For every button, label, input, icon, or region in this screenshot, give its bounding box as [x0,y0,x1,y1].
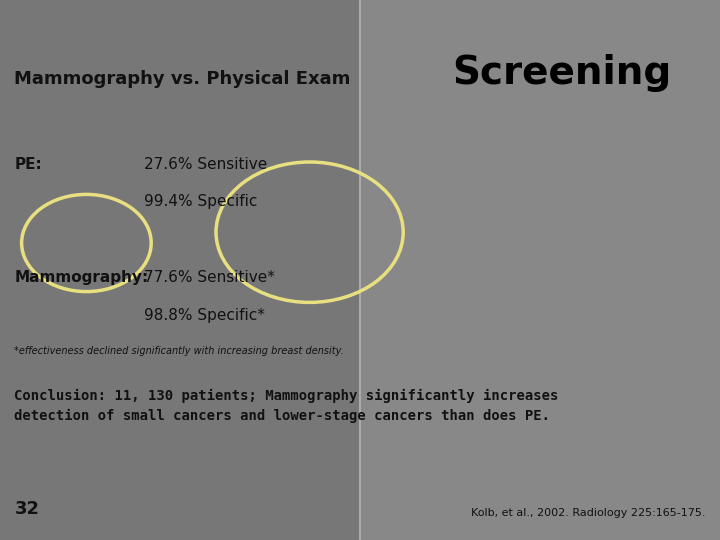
FancyBboxPatch shape [360,0,720,540]
Text: Mammography:: Mammography: [14,270,148,285]
Text: Kolb, et al., 2002. Radiology 225:165-175.: Kolb, et al., 2002. Radiology 225:165-17… [471,508,706,518]
FancyBboxPatch shape [0,0,360,540]
Text: Mammography vs. Physical Exam: Mammography vs. Physical Exam [14,70,351,88]
Text: Screening: Screening [452,54,671,92]
Text: 99.4% Specific: 99.4% Specific [144,194,257,210]
Text: 77.6% Sensitive*: 77.6% Sensitive* [144,270,275,285]
Text: PE:: PE: [14,157,42,172]
Text: 98.8% Specific*: 98.8% Specific* [144,308,265,323]
Text: *effectiveness declined significantly with increasing breast density.: *effectiveness declined significantly wi… [14,346,344,356]
Text: 32: 32 [14,501,40,518]
Text: Conclusion: 11, 130 patients; Mammography significantly increases
detection of s: Conclusion: 11, 130 patients; Mammograph… [14,389,559,423]
Text: 27.6% Sensitive: 27.6% Sensitive [144,157,267,172]
